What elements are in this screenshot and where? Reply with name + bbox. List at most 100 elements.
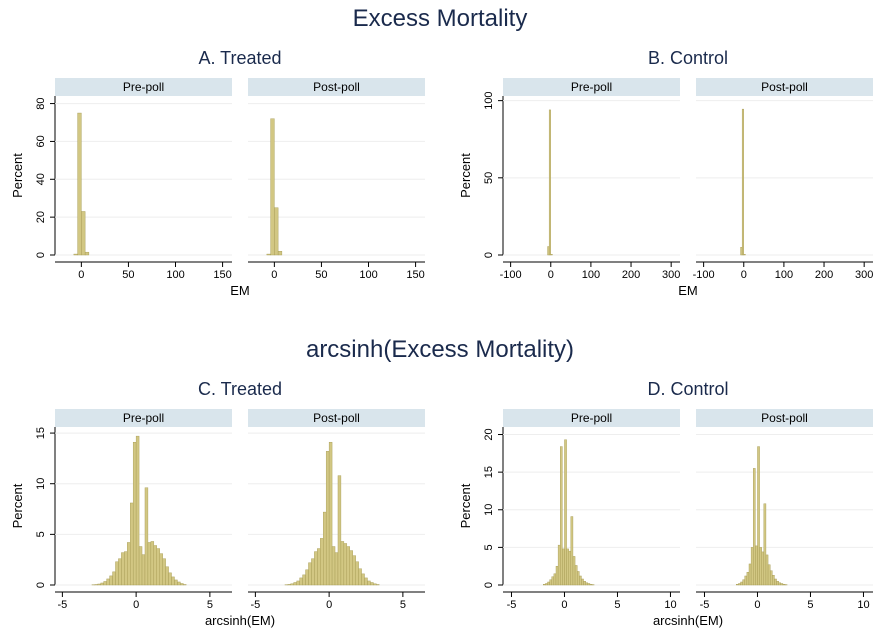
bar xyxy=(376,584,380,586)
bar xyxy=(373,583,377,586)
bar xyxy=(287,584,291,586)
x-tick-label: 0 xyxy=(754,599,760,611)
bar xyxy=(753,468,756,586)
bar xyxy=(165,566,169,586)
x-tick-label: 50 xyxy=(122,269,134,281)
bar xyxy=(361,573,365,586)
facet-label: Pre-poll xyxy=(571,80,612,94)
x-tick-label: 100 xyxy=(359,269,377,281)
bar xyxy=(370,582,374,586)
bar xyxy=(340,541,345,586)
x-tick-label: -5 xyxy=(57,599,67,611)
bar xyxy=(277,251,283,256)
bar xyxy=(560,446,563,586)
bar xyxy=(750,547,754,586)
x-tick-label: -5 xyxy=(250,599,260,611)
x-tick-label: 5 xyxy=(614,599,620,611)
bar xyxy=(743,254,746,256)
y-tick-label: 50 xyxy=(483,172,495,184)
facet-strip xyxy=(55,409,232,427)
bar xyxy=(317,548,321,586)
heading: Excess Mortality xyxy=(353,5,528,32)
bar xyxy=(547,581,550,586)
x-tick-label: 0 xyxy=(326,599,332,611)
bar xyxy=(290,583,294,586)
bar xyxy=(761,551,765,586)
bar xyxy=(759,547,762,586)
facet-label: Pre-poll xyxy=(571,411,612,425)
bar xyxy=(545,583,548,586)
bar xyxy=(100,582,104,586)
bar xyxy=(141,554,146,586)
y-tick-label: 0 xyxy=(483,252,495,258)
bar xyxy=(782,584,786,586)
y-tick-label: 60 xyxy=(35,135,47,147)
bar xyxy=(583,581,586,586)
bar xyxy=(555,565,559,586)
bar xyxy=(579,575,582,586)
bar xyxy=(150,541,155,586)
bar xyxy=(138,546,143,586)
y-tick-label: 0 xyxy=(483,582,495,588)
bar xyxy=(774,578,777,586)
x-axis-label: EM xyxy=(678,283,698,298)
facet-label: Post-poll xyxy=(313,80,360,94)
bar xyxy=(293,582,297,586)
facet-label: Post-poll xyxy=(313,411,360,425)
bar xyxy=(744,575,748,586)
bar xyxy=(168,572,172,586)
bar xyxy=(314,551,318,586)
bar xyxy=(566,548,569,586)
y-axis-label: Percent xyxy=(10,483,25,528)
bar xyxy=(77,112,82,256)
bar xyxy=(171,576,175,586)
bar xyxy=(331,546,336,586)
bar xyxy=(364,577,368,586)
x-tick-label: 200 xyxy=(622,269,640,281)
bar xyxy=(355,561,359,586)
bar xyxy=(346,546,350,586)
group-title: C. Treated xyxy=(198,379,282,399)
bar xyxy=(97,583,101,586)
x-tick-label: -100 xyxy=(500,269,522,281)
bar xyxy=(325,451,330,586)
heading: arcsinh(Excess Mortality) xyxy=(306,336,574,363)
bar xyxy=(180,583,184,586)
bar xyxy=(156,548,160,586)
bar xyxy=(568,550,572,586)
bar xyxy=(741,108,744,256)
x-tick-label: 0 xyxy=(548,269,554,281)
bar xyxy=(557,544,561,586)
facet-label: Post-poll xyxy=(761,80,808,94)
bar xyxy=(174,579,178,586)
facet-label: Pre-poll xyxy=(123,411,164,425)
bar xyxy=(553,573,557,586)
bar xyxy=(334,552,339,586)
bar xyxy=(549,579,552,586)
bar xyxy=(112,571,116,586)
bar xyxy=(132,441,137,586)
bar xyxy=(81,211,86,256)
bar xyxy=(308,562,312,586)
x-axis-label: arcsinh(EM) xyxy=(653,613,723,628)
group-title: D. Control xyxy=(647,379,728,399)
x-tick-label: -5 xyxy=(700,599,710,611)
bar xyxy=(144,487,149,586)
bar xyxy=(135,435,140,586)
bar xyxy=(757,446,760,586)
bar xyxy=(84,251,90,256)
x-tick-label: 300 xyxy=(662,269,680,281)
bar xyxy=(266,253,271,256)
y-tick-label: 15 xyxy=(35,427,47,439)
y-axis-label: Percent xyxy=(458,483,473,528)
bar xyxy=(320,538,324,586)
y-tick-label: 10 xyxy=(483,504,495,516)
bar xyxy=(570,516,574,586)
bar xyxy=(103,581,107,586)
bar xyxy=(564,439,567,586)
bar xyxy=(311,558,315,586)
x-tick-label: 300 xyxy=(855,269,873,281)
facet-strip xyxy=(248,78,425,96)
bar xyxy=(778,582,781,586)
bar xyxy=(299,577,303,586)
